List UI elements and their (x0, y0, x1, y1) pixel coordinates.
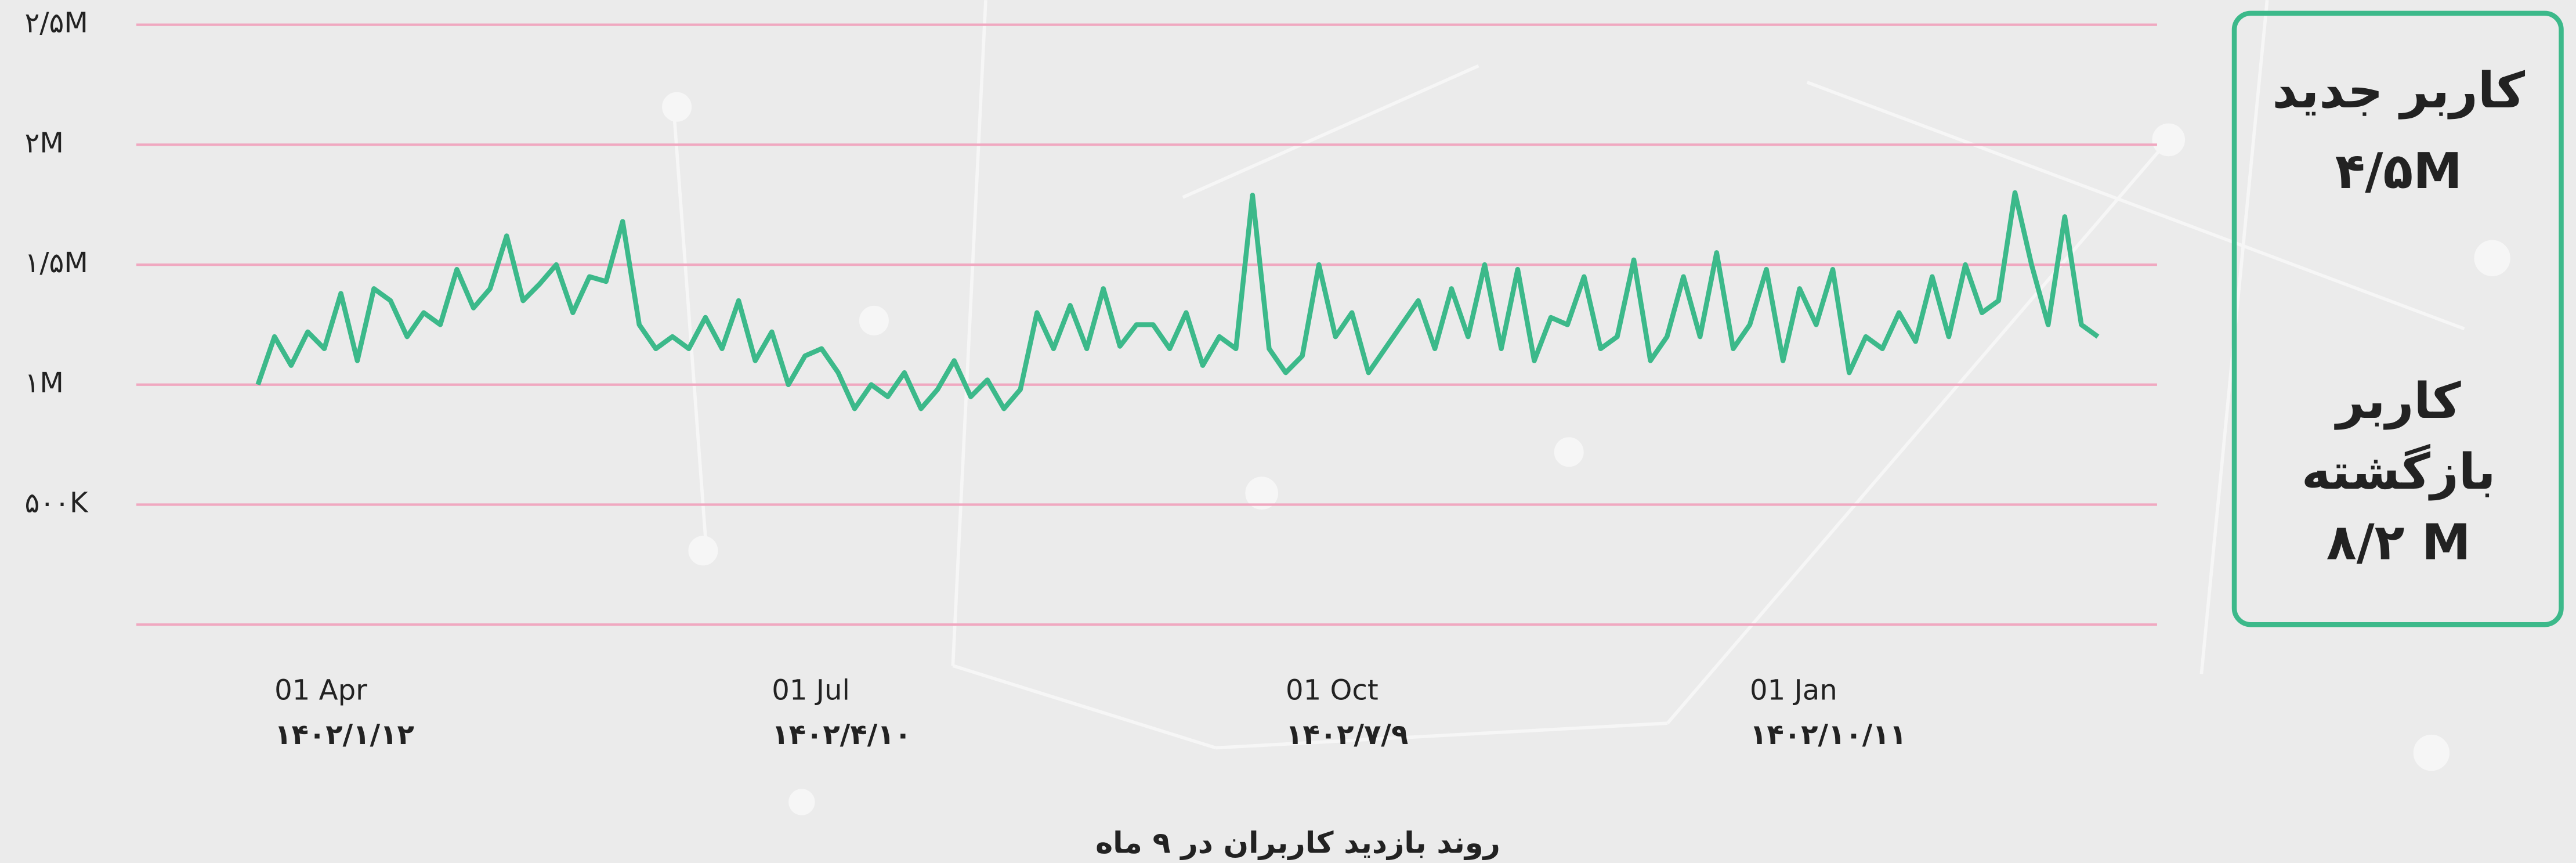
x-tick-label: 01 Jan (1750, 674, 1837, 706)
returning-users-label: بازگشته (2302, 443, 2496, 501)
x-tick-label-secondary: ۱۴۰۲/۱۰/۱۱ (1750, 718, 1906, 751)
y-tick-label: ۵۰۰K (24, 487, 89, 519)
y-tick-label: ۲/۵M (24, 7, 88, 39)
new-users-value: ۴/۵M (2335, 143, 2462, 200)
chart: روند بازدید کاربران در ۹ ماه کاربر جدید … (0, 0, 2576, 863)
y-tick-label: ۱/۵M (24, 247, 88, 279)
y-tick-label: ۲M (24, 127, 63, 159)
x-tick-label: 01 Oct (1286, 674, 1379, 706)
returning-users-value: ۸/۲ M (2327, 514, 2471, 572)
x-tick-label-secondary: ۱۴۰۲/۷/۹ (1286, 718, 1408, 751)
x-tick-label-secondary: ۱۴۰۲/۴/۱۰ (772, 718, 911, 751)
x-tick-label-secondary: ۱۴۰۲/۱/۱۲ (274, 718, 414, 751)
x-tick-label: 01 Apr (274, 674, 367, 706)
returning-users-label: کاربر (2334, 373, 2462, 430)
data-line (258, 193, 2098, 409)
page: {"chart_data": {"type": "line", "title":… (0, 0, 2576, 863)
new-users-label: کاربر جدید (2272, 62, 2525, 120)
x-tick-label: 01 Jul (772, 674, 850, 706)
y-tick-label: ۱M (24, 367, 63, 399)
chart-title: روند بازدید کاربران در ۹ ماه (1095, 826, 1500, 861)
